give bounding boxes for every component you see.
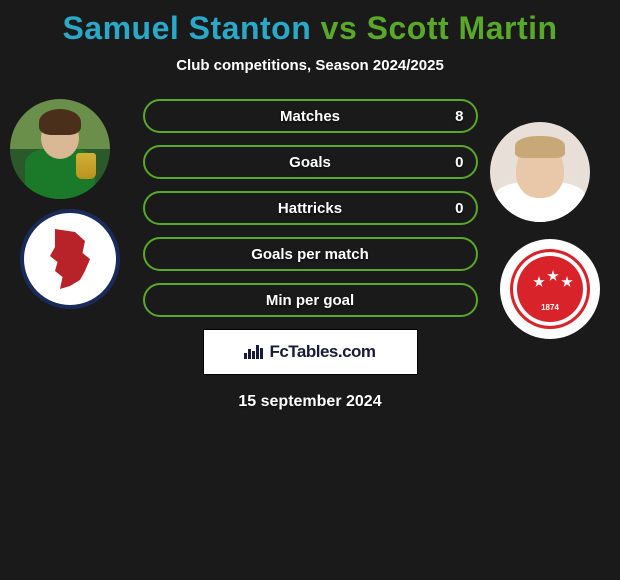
stat-label: Goals per match xyxy=(251,246,369,263)
club2-badge: 1874 xyxy=(500,239,600,339)
stat-label: Goals xyxy=(289,154,331,171)
star-icon xyxy=(547,270,559,282)
vs-text: vs xyxy=(321,10,367,46)
star-icon xyxy=(533,276,545,288)
stat-row-min-per-goal: Min per goal xyxy=(143,283,478,317)
player1-avatar xyxy=(10,99,110,199)
club2-inner-circle: 1874 xyxy=(510,249,590,329)
stat-row-hattricks: Hattricks 0 xyxy=(143,191,478,225)
club2-year: 1874 xyxy=(513,303,587,312)
stat-label: Matches xyxy=(280,108,340,125)
stat-right-value: 0 xyxy=(455,200,463,217)
comparison-content: 1874 Matches 8 Goals 0 Hattricks 0 Goals… xyxy=(0,99,620,411)
stat-label: Hattricks xyxy=(278,200,342,217)
player2-avatar xyxy=(490,122,590,222)
stat-row-goals: Goals 0 xyxy=(143,145,478,179)
player2-name: Scott Martin xyxy=(367,10,558,46)
stat-label: Min per goal xyxy=(266,292,354,309)
stat-right-value: 8 xyxy=(455,108,463,125)
player1-hair xyxy=(39,109,81,135)
lion-icon xyxy=(45,229,95,289)
player1-name: Samuel Stanton xyxy=(62,10,311,46)
player2-hair xyxy=(515,136,565,158)
bar-chart-icon xyxy=(244,345,263,359)
date-text: 15 september 2024 xyxy=(0,393,620,411)
brand-box: FcTables.com xyxy=(203,329,418,375)
trophy-icon xyxy=(76,153,96,179)
stat-row-matches: Matches 8 xyxy=(143,99,478,133)
subtitle: Club competitions, Season 2024/2025 xyxy=(0,57,620,74)
club1-badge xyxy=(20,209,120,309)
comparison-title: Samuel Stanton vs Scott Martin xyxy=(0,0,620,47)
stats-column: Matches 8 Goals 0 Hattricks 0 Goals per … xyxy=(143,99,478,317)
star-icon xyxy=(561,276,573,288)
brand-text: FcTables.com xyxy=(269,342,375,362)
stat-row-goals-per-match: Goals per match xyxy=(143,237,478,271)
stat-right-value: 0 xyxy=(455,154,463,171)
